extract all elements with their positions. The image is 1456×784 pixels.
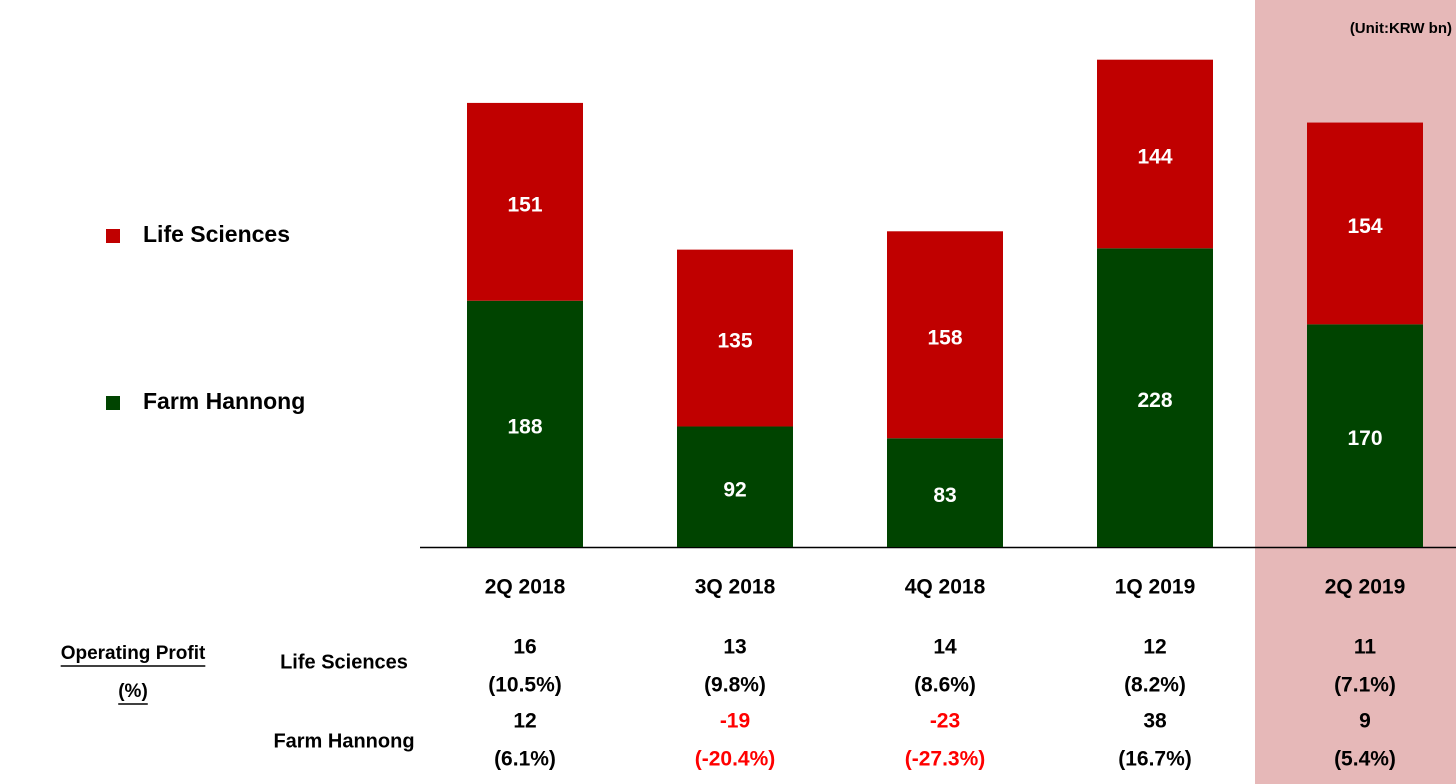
- bar-segment: [887, 438, 1003, 547]
- data-label: 188: [507, 415, 542, 438]
- profit-margin: (16.7%): [1118, 748, 1192, 771]
- data-label: 154: [1347, 215, 1382, 238]
- table-title: (%): [118, 681, 148, 702]
- profit-margin: (-20.4%): [695, 748, 776, 771]
- legend-label: Farm Hannong: [143, 388, 305, 414]
- profit-margin: (5.4%): [1334, 748, 1396, 771]
- x-tick-label: 2Q 2018: [485, 576, 566, 599]
- data-label: 83: [933, 484, 956, 507]
- data-label: 92: [723, 478, 746, 501]
- profit-value: 12: [513, 710, 536, 733]
- profit-margin: (10.5%): [488, 674, 562, 697]
- profit-margin: (7.1%): [1334, 674, 1396, 697]
- unit-note: (Unit:KRW bn): [1350, 20, 1452, 37]
- row-label: Farm Hannong: [273, 730, 414, 752]
- bar-segment: [1097, 248, 1213, 547]
- x-tick-label: 3Q 2018: [695, 576, 776, 599]
- profit-value: 14: [933, 636, 957, 659]
- data-label: 170: [1347, 427, 1382, 450]
- profit-value: 11: [1354, 636, 1377, 659]
- bar-segment: [1307, 324, 1423, 547]
- profit-margin: (-27.3%): [905, 748, 986, 771]
- table-title: Operating Profit: [61, 643, 206, 664]
- legend-label: Life Sciences: [143, 221, 290, 247]
- bar-segment: [1097, 59, 1213, 249]
- bar-segment: [677, 249, 793, 427]
- profit-value: 13: [723, 636, 746, 659]
- data-label: 158: [927, 326, 962, 349]
- legend-swatch: [106, 396, 120, 410]
- bar-segment: [887, 231, 1003, 439]
- profit-value: 12: [1143, 636, 1166, 659]
- bar-segment: [1307, 122, 1423, 325]
- bar-segment: [467, 102, 583, 301]
- profit-margin: (8.2%): [1124, 674, 1186, 697]
- x-tick-label: 1Q 2019: [1115, 576, 1196, 599]
- x-tick-label: 4Q 2018: [905, 576, 986, 599]
- profit-value: -19: [720, 710, 750, 733]
- data-label: 228: [1137, 389, 1172, 412]
- bar-segment: [467, 300, 583, 547]
- data-label: 135: [717, 330, 752, 353]
- profit-margin: (9.8%): [704, 674, 766, 697]
- legend-swatch: [106, 229, 120, 243]
- x-tick-label: 2Q 2019: [1325, 576, 1406, 599]
- profit-margin: (8.6%): [914, 674, 976, 697]
- profit-value: 38: [1143, 710, 1167, 733]
- data-label: 151: [507, 193, 542, 216]
- data-label: 144: [1137, 146, 1172, 169]
- profit-value: -23: [930, 710, 960, 733]
- profit-margin: (6.1%): [494, 748, 556, 771]
- profit-value: 9: [1359, 710, 1371, 733]
- bar-segment: [677, 426, 793, 547]
- profit-value: 16: [513, 636, 536, 659]
- row-label: Life Sciences: [280, 651, 408, 673]
